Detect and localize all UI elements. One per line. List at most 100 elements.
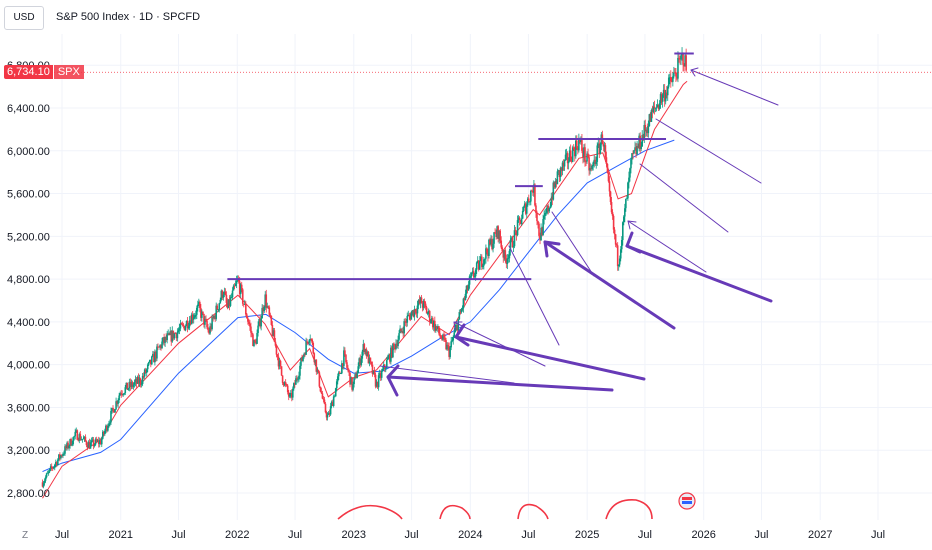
trend-arrow[interactable] <box>690 69 779 106</box>
trend-arrow[interactable] <box>639 163 729 233</box>
candle-body <box>374 374 377 387</box>
candle-body <box>406 316 409 323</box>
candle-body <box>132 384 135 387</box>
trend-arrow[interactable] <box>627 220 707 273</box>
x-tick-label[interactable]: Jul <box>521 529 535 541</box>
candle-body <box>597 143 600 146</box>
trend-arrow[interactable] <box>386 375 614 392</box>
candle-body <box>398 333 400 340</box>
flag-icon[interactable] <box>678 492 696 510</box>
y-tick-label[interactable]: 5,600.00 <box>7 189 50 201</box>
candle-body <box>653 106 656 108</box>
y-tick-label[interactable]: 4,400.00 <box>7 317 50 329</box>
x-tick-label[interactable]: Jul <box>288 529 302 541</box>
candle-body <box>125 382 128 388</box>
candle-body <box>194 314 197 316</box>
x-tick-label[interactable]: Jul <box>754 529 768 541</box>
y-tick-label[interactable]: 5,200.00 <box>7 231 50 243</box>
trend-arrow[interactable] <box>379 365 515 384</box>
candle-body <box>479 256 482 261</box>
candle-body <box>573 149 576 157</box>
arrow-head[interactable] <box>690 67 699 77</box>
y-tick-label[interactable]: 4,800.00 <box>7 274 50 286</box>
candle-body <box>206 320 208 328</box>
candle-body <box>414 309 417 313</box>
candle-body <box>310 338 313 340</box>
candle-body <box>611 212 614 216</box>
y-tick-label[interactable]: 2,800.00 <box>7 488 50 500</box>
arrow-head[interactable] <box>453 321 463 331</box>
trend-arrow[interactable] <box>454 335 646 381</box>
x-tick-label[interactable]: 2023 <box>342 529 366 541</box>
candle-body <box>252 334 254 347</box>
trend-drawings[interactable] <box>227 52 779 397</box>
arrow-head[interactable] <box>454 323 470 347</box>
candle-body <box>203 313 205 325</box>
candle-body <box>333 396 336 398</box>
candle-body <box>631 153 633 160</box>
candle-body <box>133 382 136 385</box>
candle-body <box>574 140 577 157</box>
candle-body <box>388 355 390 359</box>
candle-body <box>212 317 214 319</box>
candle-body <box>506 258 509 264</box>
x-tick-label[interactable]: 2024 <box>458 529 482 541</box>
x-tick-label[interactable]: 2025 <box>575 529 599 541</box>
candle-body <box>297 378 299 380</box>
candle-body <box>134 379 137 383</box>
red-circle-mark <box>439 504 471 520</box>
x-tick-label[interactable]: Jul <box>871 529 885 541</box>
candle-body <box>82 438 85 440</box>
candle-body <box>483 259 485 266</box>
trend-arrow[interactable] <box>625 244 773 303</box>
candle-body <box>394 345 396 350</box>
arrow-head[interactable] <box>627 220 637 230</box>
y-axis[interactable]: 2,800.00 3,200.00 3,600.00 4,000.00 4,400.00… <box>7 60 50 500</box>
candle-body <box>315 359 318 372</box>
x-tick-label[interactable]: Jul <box>171 529 185 541</box>
x-tick-label[interactable]: 2022 <box>225 529 249 541</box>
candle-body <box>53 464 56 468</box>
candle-body <box>254 340 256 343</box>
candle-body <box>230 297 233 299</box>
candle-body <box>103 431 105 435</box>
y-tick-label[interactable]: 4,000.00 <box>7 360 50 372</box>
candle-body <box>671 81 673 83</box>
y-tick-label[interactable]: 6,000.00 <box>7 146 50 158</box>
x-axis[interactable]: Jul 2021 Jul 2022 Jul 2023 Jul 2024 Jul 2025 Jul 20… <box>55 529 885 541</box>
y-tick-label[interactable]: 6,400.00 <box>7 103 50 115</box>
x-tick-label[interactable]: Jul <box>638 529 652 541</box>
arrow-head[interactable] <box>625 231 642 254</box>
candle-body <box>124 387 127 394</box>
x-tick-label[interactable]: Jul <box>405 529 419 541</box>
x-tick-label[interactable]: 2021 <box>108 529 132 541</box>
y-tick-label[interactable]: 3,200.00 <box>7 445 50 457</box>
candle-body <box>159 345 161 348</box>
candle-body <box>476 260 479 263</box>
trend-arrow[interactable] <box>453 321 546 367</box>
candle-body <box>661 94 664 102</box>
x-tick-label[interactable]: 2027 <box>808 529 832 541</box>
candle-body <box>172 330 175 339</box>
candle-body <box>161 341 163 348</box>
candle-body <box>627 182 629 199</box>
arrow-head[interactable] <box>543 240 561 258</box>
candle-body <box>322 398 325 400</box>
candle-body <box>208 330 210 334</box>
trend-arrow[interactable] <box>551 211 595 277</box>
currency-selector[interactable]: USD <box>4 6 44 30</box>
candle-body <box>519 219 522 225</box>
zoom-reset-button[interactable]: Z <box>22 530 29 541</box>
y-tick-label[interactable]: 3,600.00 <box>7 402 50 414</box>
trend-arrow[interactable] <box>508 245 560 346</box>
candle-body <box>448 346 450 357</box>
candle-body <box>218 303 221 310</box>
x-tick-label[interactable]: 2026 <box>691 529 715 541</box>
candle-body <box>649 114 652 122</box>
trend-arrow[interactable] <box>543 240 676 330</box>
candle-body <box>472 271 475 277</box>
x-tick-label[interactable]: Jul <box>55 529 69 541</box>
arrow-head[interactable] <box>386 364 400 397</box>
trend-arrow[interactable] <box>655 118 762 184</box>
